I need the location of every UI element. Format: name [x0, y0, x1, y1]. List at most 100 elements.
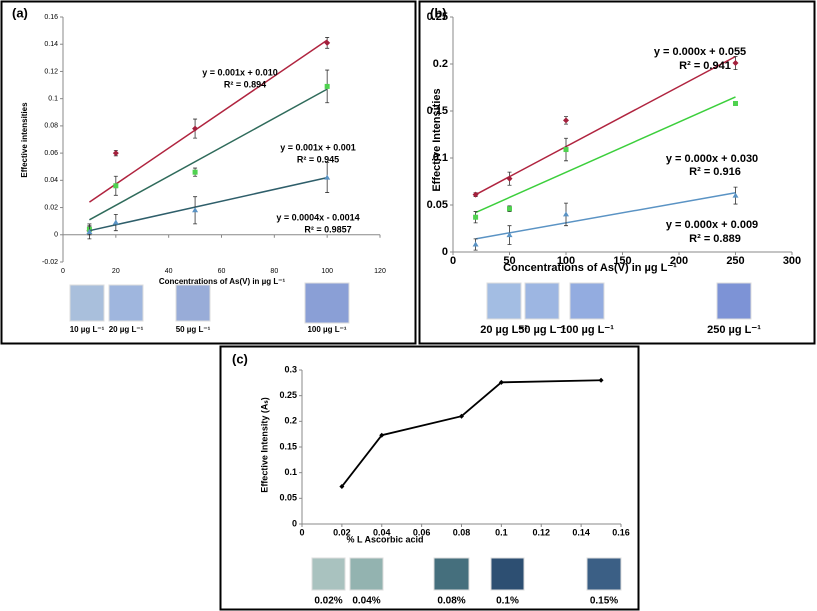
- x-tick-label: 0: [450, 255, 456, 267]
- equation-label: R² = 0.945: [297, 154, 339, 164]
- y-tick-label: 0.02: [44, 204, 58, 211]
- swatch-label: 0.02%: [314, 596, 342, 607]
- swatch-label: 0.04%: [352, 596, 380, 607]
- x-tick-label: 120: [374, 268, 386, 275]
- marker: [324, 83, 330, 89]
- x-tick-label: 100: [321, 268, 333, 275]
- swatch-label: 10 µg L⁻¹: [70, 325, 105, 334]
- color-swatch: [304, 282, 350, 324]
- swatch-label: 0.08%: [437, 596, 465, 607]
- color-swatch: [524, 282, 560, 320]
- panel-label: (c): [232, 351, 248, 366]
- marker: [563, 211, 569, 217]
- swatch-label: 250 µg L⁻¹: [707, 324, 761, 336]
- equation-label: R² = 0.894: [224, 79, 266, 89]
- x-tick-label: 20: [112, 268, 120, 275]
- color-swatch: [490, 557, 525, 591]
- y-tick-label: 0.14: [44, 41, 58, 48]
- marker: [192, 207, 199, 213]
- x-tick-label: 150: [613, 255, 631, 267]
- swatch-label: 20 µg L⁻¹: [480, 324, 528, 336]
- panel-label: (b): [430, 5, 447, 20]
- marker: [473, 214, 479, 220]
- x-tick-label: 0.1: [495, 527, 508, 537]
- color-swatch: [486, 282, 522, 320]
- panel-frame: [418, 0, 816, 345]
- y-tick-label: 0.3: [284, 364, 297, 374]
- color-swatch: [586, 557, 622, 591]
- color-swatch: [175, 284, 211, 322]
- x-tick-label: 40: [165, 268, 173, 275]
- marker: [507, 206, 512, 212]
- trendline: [475, 96, 736, 214]
- y-tick-label: 0.25: [427, 11, 448, 23]
- panel-frame: [219, 345, 640, 611]
- y-axis-label: Effective Intensity (Aₛ): [259, 397, 269, 492]
- y-tick-label: 0.04: [44, 177, 58, 184]
- marker: [598, 377, 604, 383]
- x-tick-label: 80: [270, 268, 278, 275]
- y-tick-label: 0.25: [279, 390, 297, 400]
- marker: [86, 229, 93, 235]
- x-tick-label: 0.14: [572, 527, 590, 537]
- x-tick-label: 0.08: [453, 527, 471, 537]
- equation-label: y = 0.0004x - 0.0014: [276, 212, 359, 222]
- x-axis-label: Concentrations of As(V) in µg L⁻¹: [503, 262, 677, 274]
- color-swatch: [716, 282, 752, 320]
- y-tick-label: 0: [292, 518, 297, 528]
- x-tick-label: 0: [299, 527, 304, 537]
- marker: [379, 432, 385, 438]
- marker: [563, 147, 569, 153]
- y-tick-label: 0.05: [427, 199, 448, 211]
- y-tick-label: 0.05: [279, 493, 297, 503]
- marker: [498, 379, 504, 385]
- color-swatch: [69, 284, 105, 322]
- x-axis-label: % L Ascorbic acid: [346, 534, 423, 544]
- swatch-label: 0.15%: [590, 596, 618, 607]
- x-tick-label: 50: [503, 255, 515, 267]
- swatch-label: 50 µg L⁻¹: [176, 325, 211, 334]
- x-tick-label: 200: [670, 255, 688, 267]
- x-tick-label: 100: [557, 255, 575, 267]
- x-tick-label: 0: [61, 268, 65, 275]
- marker: [113, 183, 119, 189]
- trendline: [475, 55, 736, 196]
- swatch-label: 100 µg L⁻¹: [307, 325, 346, 334]
- marker: [324, 174, 331, 180]
- equation-label: y = 0.001x + 0.010: [202, 67, 278, 77]
- marker: [459, 413, 464, 419]
- marker: [192, 125, 199, 132]
- y-tick-label: 0.1: [284, 467, 297, 477]
- marker: [506, 232, 513, 238]
- color-swatch: [311, 557, 346, 591]
- equation-label: R² = 0.941: [679, 60, 731, 72]
- equation-label: y = 0.000x + 0.055: [654, 46, 746, 58]
- marker: [472, 191, 479, 198]
- y-tick-label: 0.1: [48, 96, 58, 103]
- x-tick-label: 250: [726, 255, 744, 267]
- y-tick-label: 0.2: [284, 416, 297, 426]
- equation-label: R² = 0.9857: [304, 224, 351, 234]
- x-tick-label: 0.12: [532, 527, 550, 537]
- marker: [112, 150, 119, 157]
- y-tick-label: 0.1: [433, 152, 448, 164]
- x-tick-label: 0.06: [413, 527, 431, 537]
- swatch-label: 50 µg L⁻¹: [518, 324, 566, 336]
- y-tick-label: 0.15: [279, 441, 297, 451]
- x-tick-label: 60: [218, 268, 226, 275]
- marker: [506, 175, 513, 182]
- y-tick-label: 0: [442, 246, 448, 258]
- y-axis-label: Effective intensities: [20, 102, 29, 178]
- swatch-label: 0.1%: [496, 596, 519, 607]
- y-tick-label: 0.06: [44, 150, 58, 157]
- marker: [339, 484, 345, 490]
- marker: [732, 192, 739, 198]
- y-tick-label: 0.08: [44, 123, 58, 130]
- x-axis-label: Concentrations of As(V) in µg L⁻¹: [159, 277, 286, 286]
- marker: [563, 117, 569, 124]
- color-swatch: [108, 284, 144, 322]
- color-swatch: [433, 557, 470, 591]
- trendline: [475, 192, 736, 240]
- equation-label: y = 0.001x + 0.001: [280, 142, 356, 152]
